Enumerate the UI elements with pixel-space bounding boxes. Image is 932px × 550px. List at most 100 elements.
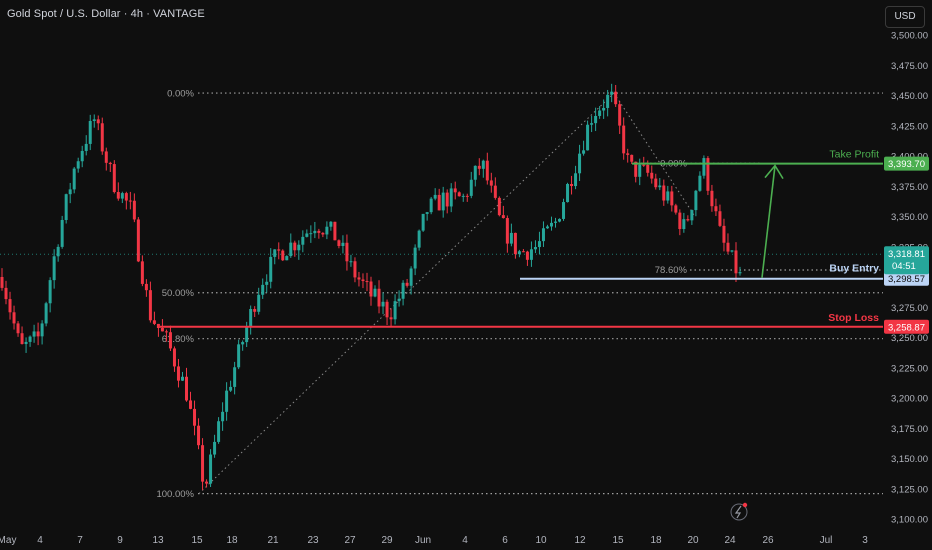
candle-body xyxy=(453,188,457,193)
price-tick-label: 3,450.00 xyxy=(891,91,928,102)
take-profit-label: Take Profit xyxy=(829,149,879,161)
candle-body xyxy=(682,219,686,230)
candle-body xyxy=(618,104,622,126)
candle-body xyxy=(606,94,610,108)
candle-body xyxy=(658,185,662,188)
candle-body xyxy=(537,241,541,248)
candle-body xyxy=(429,198,433,213)
candle-body xyxy=(172,348,176,367)
fib2-trend-line xyxy=(613,92,696,217)
price-tick-label: 3,425.00 xyxy=(891,121,928,132)
candle-body xyxy=(40,323,44,337)
candle-body xyxy=(409,268,413,286)
currency-button[interactable]: USD xyxy=(885,6,925,28)
candle-body xyxy=(156,323,160,329)
candle-body xyxy=(497,197,501,216)
candle-body xyxy=(638,164,642,177)
candle-body xyxy=(481,160,485,169)
time-tick-label: 18 xyxy=(226,535,238,546)
candle-body xyxy=(501,215,505,219)
time-tick-label: 13 xyxy=(152,535,164,546)
time-tick-label: 10 xyxy=(535,535,547,546)
candle-body xyxy=(68,189,72,195)
candle-body xyxy=(217,421,221,442)
candle-body xyxy=(28,336,32,342)
candle-body xyxy=(586,124,590,151)
candle-body xyxy=(48,280,52,304)
candle-body xyxy=(112,164,116,193)
candle-body xyxy=(421,213,425,231)
candle-body xyxy=(257,294,261,312)
candle-body xyxy=(100,123,104,152)
candle-body xyxy=(437,194,441,211)
candle-body xyxy=(225,390,229,412)
current-price-tag-bg xyxy=(884,246,929,275)
candle-body xyxy=(52,256,56,281)
candle-body xyxy=(168,332,172,349)
fib-level-label: 50.00% xyxy=(162,288,195,299)
fib-level-label: 61.80% xyxy=(162,334,195,345)
time-tick-label: 26 xyxy=(762,535,774,546)
candle-body xyxy=(273,249,277,257)
candle-body xyxy=(237,344,241,368)
candle-body xyxy=(566,183,570,203)
candle-body xyxy=(337,240,341,247)
time-tick-label: May xyxy=(0,535,16,546)
candle-body xyxy=(738,272,742,274)
candle-body xyxy=(574,173,578,187)
candle-body xyxy=(642,164,646,166)
candle-body xyxy=(509,232,513,244)
candle-body xyxy=(301,236,305,245)
candle-body xyxy=(357,277,361,280)
fib2-level-label: 78.60% xyxy=(655,265,688,276)
candle-body xyxy=(333,221,337,241)
target-arrowhead xyxy=(764,164,784,180)
candle-body xyxy=(253,309,257,312)
candle-body xyxy=(646,164,650,173)
candle-body xyxy=(56,246,60,257)
candle-body xyxy=(325,226,329,235)
time-tick-label: 27 xyxy=(344,535,356,546)
candle-body xyxy=(32,331,36,337)
stop-loss-price-tag-bg xyxy=(884,319,929,334)
candle-body xyxy=(72,168,76,190)
candle-body xyxy=(132,200,136,220)
candle-body xyxy=(317,230,321,233)
target-arrow xyxy=(761,165,776,278)
candle-body xyxy=(533,247,537,250)
take-profit-price-tag: 3,393.70 xyxy=(888,159,925,170)
time-axis[interactable]: May 4 7 9 13 15 18 21 23 27 29 Jun 4 6 10 12 15 18 20 24 26 J… xyxy=(0,535,868,546)
candle-body xyxy=(405,282,409,286)
lightning-event-icon[interactable] xyxy=(730,502,748,521)
time-tick-label: 3 xyxy=(862,535,868,546)
fib-trend-line xyxy=(198,92,615,494)
candle-body xyxy=(96,119,100,124)
candle-body xyxy=(614,91,618,105)
candle-body xyxy=(24,341,28,345)
candle-body xyxy=(445,192,449,207)
symbol-title: Gold Spot / U.S. Dollar · 4h · VANTAGE xyxy=(7,8,205,20)
time-tick-label: 4 xyxy=(462,535,468,546)
candle-body xyxy=(245,327,249,343)
candle-body xyxy=(293,242,297,251)
candle-body xyxy=(634,161,638,177)
price-tick-label: 3,150.00 xyxy=(891,454,928,465)
time-tick-label: 29 xyxy=(381,535,393,546)
candle-body xyxy=(545,226,549,229)
take-profit-price-tag-bg xyxy=(884,156,929,171)
candle-body xyxy=(229,386,233,391)
candle-body xyxy=(473,165,477,180)
candle-body xyxy=(265,281,269,285)
candle-body xyxy=(108,162,112,165)
candle-body xyxy=(578,153,582,174)
time-tick-label: Jun xyxy=(415,535,431,546)
candle-body xyxy=(4,287,8,300)
candle-body xyxy=(381,301,385,307)
candle-body xyxy=(176,366,180,381)
candle-body xyxy=(425,212,429,214)
candle-body xyxy=(449,188,453,207)
candle-body xyxy=(0,277,4,288)
candles xyxy=(0,83,742,491)
